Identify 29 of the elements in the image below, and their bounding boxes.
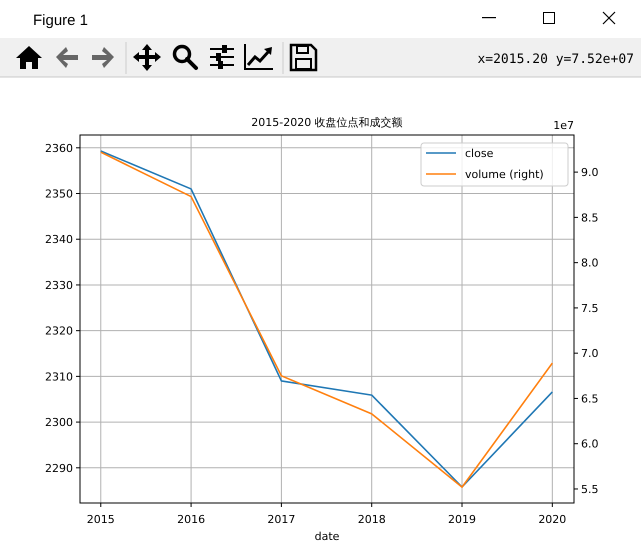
y2-tick-label: 6.5 bbox=[581, 392, 598, 406]
y2-tick-label: 5.5 bbox=[581, 482, 598, 496]
y2-tick-label: 7.0 bbox=[581, 347, 598, 360]
x-tick-label: 2015 bbox=[86, 513, 115, 526]
text: 1e7 bbox=[553, 119, 574, 132]
legend-label: volume (right) bbox=[465, 168, 544, 181]
y2-tick-label: 9.0 bbox=[581, 166, 598, 180]
y2-tick-label: 7.5 bbox=[581, 302, 598, 315]
y2-tick-label: 8.5 bbox=[581, 211, 598, 224]
y-tick-label: 2300 bbox=[45, 416, 73, 430]
legend-label: close bbox=[465, 147, 494, 160]
y2-tick-label: 8.0 bbox=[581, 256, 598, 270]
y-tick-label: 2320 bbox=[45, 324, 73, 338]
x-tick-label: 2020 bbox=[538, 513, 566, 526]
x-tick-label: 2018 bbox=[358, 513, 386, 526]
x-axis-title: date bbox=[314, 530, 340, 543]
y-tick-label: 2350 bbox=[45, 188, 73, 201]
caption: Figure 1 bbox=[33, 12, 88, 29]
y-tick-label: 2330 bbox=[45, 278, 73, 292]
x-tick-label: 2016 bbox=[177, 513, 206, 526]
y2-tick-label: 6.0 bbox=[581, 438, 598, 451]
y-tick-label: 2360 bbox=[45, 142, 73, 155]
x-tick-label: 2019 bbox=[448, 513, 476, 526]
y-tick-label: 2290 bbox=[45, 462, 73, 475]
y-tick-label: 2310 bbox=[45, 370, 73, 384]
chart-title: 2015-2020 收盘位点和成交额 bbox=[251, 116, 403, 129]
x-tick-label: 2017 bbox=[267, 513, 296, 526]
y-tick-label: 2340 bbox=[45, 233, 73, 246]
text: x=2015.20 y=7.52e+07 bbox=[477, 52, 634, 67]
